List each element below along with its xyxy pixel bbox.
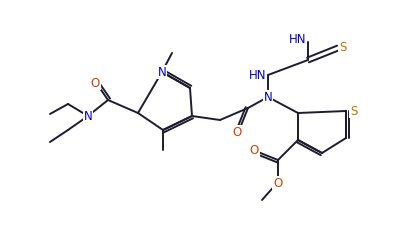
Text: HN: HN — [288, 33, 306, 45]
Text: O: O — [232, 125, 242, 139]
Text: O: O — [249, 144, 259, 156]
Text: O: O — [273, 176, 283, 190]
Text: S: S — [339, 41, 347, 53]
Text: N: N — [263, 90, 272, 104]
Text: HN: HN — [249, 69, 266, 81]
Text: N: N — [84, 110, 92, 122]
Text: S: S — [350, 104, 358, 118]
Text: O: O — [90, 77, 99, 89]
Text: N: N — [158, 66, 166, 78]
